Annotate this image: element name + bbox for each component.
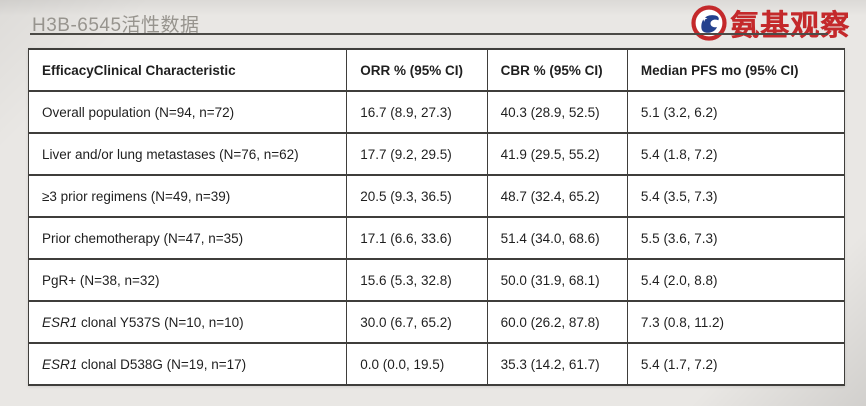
cell-cbr: 35.3 (14.2, 61.7) [486,342,628,386]
cell-characteristic: Overall population (N=94, n=72) [27,90,348,134]
table-row: PgR+ (N=38, n=32) 15.6 (5.3, 32.8) 50.0 (3… [27,258,846,302]
page-header: H3B-6545活性数据 [30,6,828,36]
gene-name-italic: ESR1 [42,356,78,372]
brand-logo: 氨基观察 [691,2,850,44]
cell-cbr: 48.7 (32.4, 65.2) [486,174,628,218]
cell-cbr: 41.9 (29.5, 55.2) [486,132,628,176]
swirl-ring-logo-icon [691,5,727,41]
cell-cbr: 40.3 (28.9, 52.5) [486,90,628,134]
brand-logo-text: 氨基观察 [729,10,850,42]
cell-characteristic: ESR1 clonal Y537S (N=10, n=10) [27,300,348,344]
cell-characteristic: Liver and/or lung metastases (N=76, n=62… [27,132,348,176]
col-header-orr: ORR % (95% CI) [346,48,488,92]
cell-orr: 17.1 (6.6, 33.6) [346,216,488,260]
cell-pfs: 7.3 (0.8, 11.2) [626,300,846,344]
cell-orr: 30.0 (6.7, 65.2) [346,300,488,344]
cell-orr: 20.5 (9.3, 36.5) [346,174,488,218]
col-header-characteristic: EfficacyClinical Characteristic [27,48,348,92]
table-row: ESR1 clonal D538G (N=19, n=17) 0.0 (0.0, … [27,342,846,386]
table-header-row: EfficacyClinical Characteristic ORR % (9… [27,48,846,92]
table-row: Liver and/or lung metastases (N=76, n=62… [27,132,846,176]
table-body: Overall population (N=94, n=72) 16.7 (8.9… [27,90,846,386]
cell-cbr: 51.4 (34.0, 68.6) [486,216,628,260]
efficacy-table: EfficacyClinical Characteristic ORR % (9… [27,48,846,386]
cell-pfs: 5.4 (1.7, 7.2) [626,342,846,386]
cell-pfs: 5.4 (3.5, 7.3) [626,174,846,218]
cell-orr: 0.0 (0.0, 19.5) [346,342,488,386]
cell-pfs: 5.4 (1.8, 7.2) [626,132,846,176]
cell-pfs: 5.1 (3.2, 6.2) [626,90,846,134]
col-header-cbr: CBR % (95% CI) [486,48,628,92]
col-header-pfs: Median PFS mo (95% CI) [626,48,846,92]
cell-characteristic: ESR1 clonal D538G (N=19, n=17) [27,342,348,386]
cell-orr: 17.7 (9.2, 29.5) [346,132,488,176]
table-row: Prior chemotherapy (N=47, n=35) 17.1 (6.6… [27,216,846,260]
cell-characteristic: Prior chemotherapy (N=47, n=35) [27,216,348,260]
cell-cbr: 60.0 (26.2, 87.8) [486,300,628,344]
header-divider [30,33,828,35]
cell-orr: 15.6 (5.3, 32.8) [346,258,488,302]
cell-pfs: 5.5 (3.6, 7.3) [626,216,846,260]
table-header: EfficacyClinical Characteristic ORR % (9… [27,48,846,92]
cell-pfs: 5.4 (2.0, 8.8) [626,258,846,302]
cell-orr: 16.7 (8.9, 27.3) [346,90,488,134]
table-row: Overall population (N=94, n=72) 16.7 (8.9… [27,90,846,134]
page-title: H3B-6545活性数据 [32,15,200,36]
cell-characteristic: PgR+ (N=38, n=32) [27,258,348,302]
cell-characteristic: ≥3 prior regimens (N=49, n=39) [27,174,348,218]
cell-cbr: 50.0 (31.9, 68.1) [486,258,628,302]
table-row: ESR1 clonal Y537S (N=10, n=10) 30.0 (6.7,… [27,300,846,344]
table-row: ≥3 prior regimens (N=49, n=39) 20.5 (9.3,… [27,174,846,218]
gene-name-italic: ESR1 [42,314,78,330]
